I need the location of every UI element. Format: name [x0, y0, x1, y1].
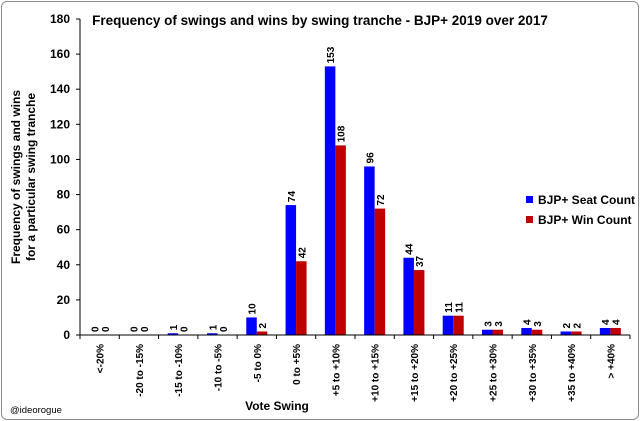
data-label: 11: [444, 302, 455, 313]
data-label: 3: [533, 321, 544, 327]
y-tick-label: 100: [50, 152, 70, 166]
legend: BJP+ Seat Count BJP+ Win Count: [526, 193, 635, 227]
chart-title: Frequency of swings and wins by swing tr…: [92, 13, 548, 28]
y-tick-label: 60: [57, 223, 71, 237]
bar-win-count: [335, 145, 346, 335]
bar-win-count: [531, 329, 543, 335]
data-label: 3: [483, 321, 494, 327]
legend-label-win-count: BJP+ Win Count: [538, 213, 632, 227]
y-axis-label: Frequency of swings and wins for a parti…: [9, 90, 38, 264]
data-label: 4: [612, 319, 623, 325]
data-label: 153: [326, 46, 337, 63]
data-label: 0: [101, 326, 112, 332]
x-tick-label: +20 to +25%: [449, 344, 460, 402]
y-tick-label: 80: [57, 188, 71, 202]
x-tick-label: +30 to +35%: [528, 344, 539, 402]
y-axis-label-line-1: Frequency of swings and wins: [9, 90, 23, 264]
x-tick-label: <-20%: [96, 344, 107, 373]
bar-win-count: [453, 315, 464, 335]
data-label: 42: [297, 247, 308, 259]
y-tick-label: 160: [50, 47, 70, 61]
bar-win-count: [610, 327, 621, 335]
data-label: 4: [523, 319, 534, 325]
bars: [167, 66, 621, 336]
bar-seat-count: [167, 333, 179, 335]
y-tick-label: 40: [57, 258, 71, 272]
data-label: 3: [494, 321, 505, 327]
x-tick-label: -5 to 0%: [253, 344, 264, 382]
data-label: 44: [405, 243, 416, 255]
bar-win-count: [571, 331, 582, 335]
data-label: 11: [454, 302, 465, 313]
bar-seat-count: [403, 257, 414, 335]
data-label: 0: [179, 326, 190, 332]
data-label: 4: [601, 319, 612, 325]
data-label: 74: [287, 191, 298, 203]
data-label: 1: [169, 324, 180, 330]
y-tick-label: 0: [63, 328, 70, 342]
x-axis-label: Vote Swing: [245, 399, 309, 413]
bar-seat-count: [324, 66, 336, 336]
bar-seat-count: [442, 315, 454, 335]
x-tick-label: -10 to -5%: [214, 344, 225, 391]
bar-seat-count: [246, 317, 257, 335]
bar-win-count: [492, 329, 503, 335]
bar-seat-count: [521, 327, 532, 335]
x-axis-ticks: <-20% -20 to -15% -15 to -10% -10 to -5% -5 …: [79, 335, 631, 402]
bar-seat-count: [364, 166, 375, 335]
bar-win-count: [296, 261, 307, 335]
x-tick-label: > +40%: [606, 344, 617, 379]
data-label: 108: [337, 125, 348, 142]
x-tick-label: +5 to +10%: [331, 344, 342, 396]
data-label: 10: [248, 303, 259, 315]
bar-win-count: [374, 208, 386, 335]
x-tick-label: -20 to -15%: [135, 344, 146, 397]
bar-seat-count: [599, 327, 611, 335]
data-label: 96: [365, 152, 376, 164]
x-tick-label: +15 to +20%: [410, 344, 421, 402]
bar-seat-count: [560, 331, 572, 335]
y-tick-label: 20: [57, 293, 71, 307]
y-tick-label: 140: [50, 82, 70, 96]
x-tick-label: -15 to -10%: [174, 344, 185, 397]
data-label: 0: [219, 326, 230, 332]
credit-text: @ideorogue: [10, 405, 62, 416]
bar-seat-count: [482, 329, 493, 335]
bar-seat-count: [207, 333, 218, 335]
legend-swatch-seat-count: [526, 196, 533, 203]
data-label: 2: [562, 322, 573, 328]
y-tick-label: 120: [50, 117, 70, 131]
legend-swatch-win-count: [526, 216, 533, 223]
y-axis-ticks: 0 20 40 60 80 100 120 140 160 180: [50, 12, 80, 342]
bar-win-count: [256, 331, 268, 335]
legend-label-seat-count: BJP+ Seat Count: [538, 193, 635, 207]
bar-seat-count: [285, 205, 297, 335]
bar-win-count: [413, 270, 425, 335]
x-tick-label: 0 to +5%: [292, 344, 303, 385]
data-label: 0: [130, 326, 141, 332]
x-tick-label: +10 to +15%: [371, 344, 382, 402]
data-label: 2: [572, 322, 583, 328]
y-axis-label-line-2: for a particular swing tranche: [24, 93, 38, 261]
data-label: 0: [90, 326, 101, 332]
x-tick-label: +35 to +40%: [567, 344, 578, 402]
data-label: 2: [258, 322, 269, 328]
data-label: 1: [208, 324, 219, 330]
data-label: 72: [376, 194, 387, 206]
y-tick-label: 180: [50, 12, 70, 26]
x-tick-label: +25 to +30%: [489, 344, 500, 402]
data-label: 0: [140, 326, 151, 332]
data-label: 37: [415, 255, 426, 267]
